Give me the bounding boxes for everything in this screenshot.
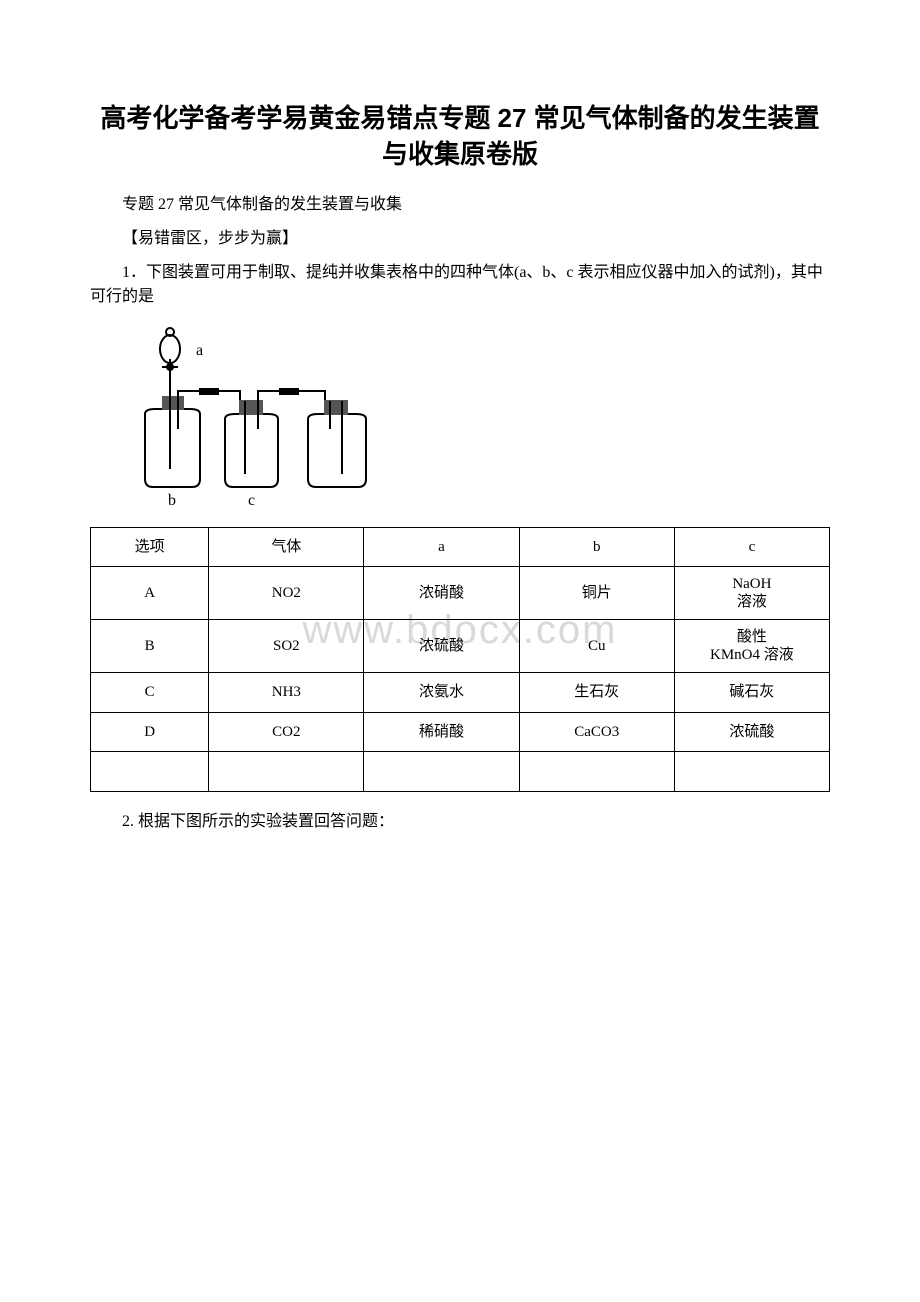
table-row: ANO2浓硝酸铜片NaOH溶液 bbox=[91, 567, 830, 620]
question-2-text: 2. 根据下图所示的实验装置回答问题： bbox=[90, 810, 830, 834]
apparatus-svg: a b c bbox=[130, 319, 390, 509]
table-row: BSO2浓硫酸Cu酸性KMnO4 溶液 bbox=[91, 620, 830, 673]
table-cell: 稀硝酸 bbox=[364, 712, 519, 752]
table-row: DCO2稀硝酸CaCO3浓硫酸 bbox=[91, 712, 830, 752]
th-c: c bbox=[674, 527, 829, 567]
table-cell: 浓硫酸 bbox=[364, 620, 519, 673]
table-cell: 浓硝酸 bbox=[364, 567, 519, 620]
table-cell: 浓氨水 bbox=[364, 673, 519, 713]
page-title: 高考化学备考学易黄金易错点专题 27 常见气体制备的发生装置与收集原卷版 bbox=[90, 100, 830, 173]
table-row: CNH3浓氨水生石灰碱石灰 bbox=[91, 673, 830, 713]
th-a: a bbox=[364, 527, 519, 567]
table-cell: C bbox=[91, 673, 209, 713]
table-cell bbox=[519, 752, 674, 792]
th-option: 选项 bbox=[91, 527, 209, 567]
table-cell: NaOH溶液 bbox=[674, 567, 829, 620]
diagram-label-b: b bbox=[168, 492, 176, 509]
table-cell bbox=[674, 752, 829, 792]
table-cell: NO2 bbox=[209, 567, 364, 620]
options-table: 选项 气体 a b c ANO2浓硝酸铜片NaOH溶液BSO2浓硫酸Cu酸性KM… bbox=[90, 527, 830, 792]
table-cell: CO2 bbox=[209, 712, 364, 752]
th-b: b bbox=[519, 527, 674, 567]
table-cell: B bbox=[91, 620, 209, 673]
table-body: ANO2浓硝酸铜片NaOH溶液BSO2浓硫酸Cu酸性KMnO4 溶液CNH3浓氨… bbox=[91, 567, 830, 792]
th-gas: 气体 bbox=[209, 527, 364, 567]
table-cell: Cu bbox=[519, 620, 674, 673]
table-cell: 酸性KMnO4 溶液 bbox=[674, 620, 829, 673]
subtitle-line: 专题 27 常见气体制备的发生装置与收集 bbox=[90, 193, 830, 217]
table-cell: 铜片 bbox=[519, 567, 674, 620]
table-cell: D bbox=[91, 712, 209, 752]
table-cell: 碱石灰 bbox=[674, 673, 829, 713]
diagram-label-a: a bbox=[196, 342, 203, 359]
table-cell bbox=[364, 752, 519, 792]
question-1-text: 1．下图装置可用于制取、提纯并收集表格中的四种气体(a、b、c 表示相应仪器中加… bbox=[90, 261, 830, 309]
section-tag: 【易错雷区，步步为赢】 bbox=[90, 227, 830, 251]
table-cell: 生石灰 bbox=[519, 673, 674, 713]
table-cell: SO2 bbox=[209, 620, 364, 673]
table-cell: 浓硫酸 bbox=[674, 712, 829, 752]
table-cell bbox=[209, 752, 364, 792]
apparatus-diagram: a b c bbox=[130, 319, 830, 517]
table-row bbox=[91, 752, 830, 792]
diagram-label-c: c bbox=[248, 492, 255, 509]
table-header-row: 选项 气体 a b c bbox=[91, 527, 830, 567]
table-cell: CaCO3 bbox=[519, 712, 674, 752]
table-cell: NH3 bbox=[209, 673, 364, 713]
table-cell: A bbox=[91, 567, 209, 620]
table-cell bbox=[91, 752, 209, 792]
